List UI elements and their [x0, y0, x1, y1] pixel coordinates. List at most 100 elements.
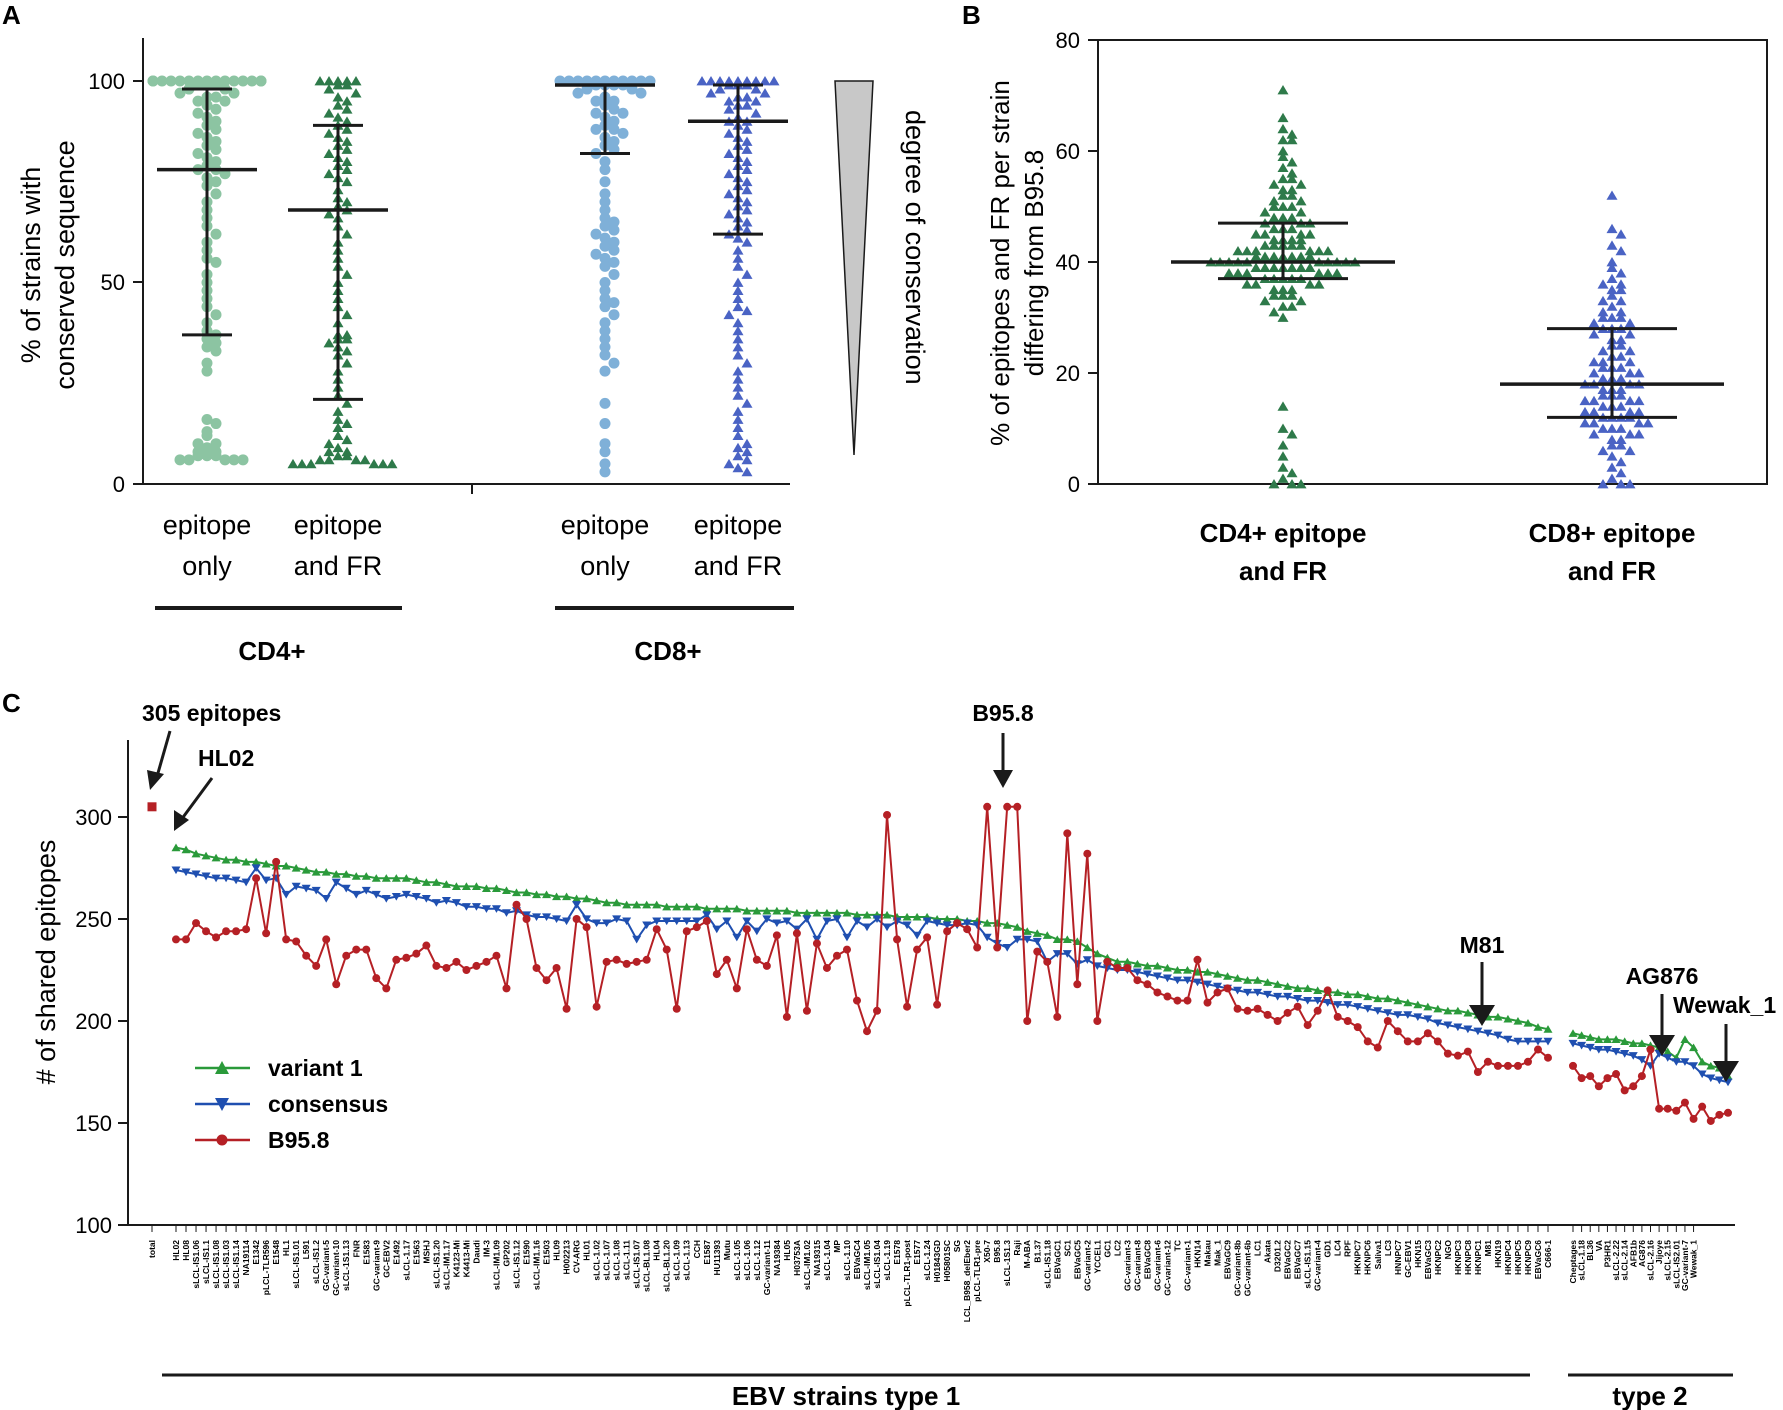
panel-c-b95-8-point — [923, 933, 932, 942]
panel-c-strain-label: sLCL-IS1.1 — [201, 1240, 211, 1284]
panel-b-data-point — [1241, 279, 1253, 289]
panel-c-variant-1-point — [211, 853, 221, 862]
panel-c-b95-8-point — [182, 935, 191, 944]
panel-c-variant-1-point — [181, 845, 191, 854]
panel-b-data-point — [1615, 229, 1627, 239]
panel-b-data-point — [1268, 179, 1280, 189]
panel-c-consensus-point — [211, 874, 221, 883]
panel-c-consensus-point — [902, 921, 912, 930]
panel-c-strain-label: sLCL-IS1.06 — [191, 1240, 201, 1289]
panel-b-data-point — [1633, 395, 1645, 406]
panel-a-data-point — [210, 115, 222, 127]
panel-c-consensus-point — [982, 933, 992, 942]
panel-c-strain-label: AG876 — [1637, 1240, 1647, 1267]
panel-c-strain-label: E1492 — [391, 1240, 401, 1265]
panel-c-strain-label: HKNPC8 — [1463, 1240, 1473, 1275]
panel-c-consensus-point — [371, 890, 381, 899]
panel-a-data-point — [741, 196, 753, 207]
panel-a-data-point — [305, 458, 317, 469]
panel-c-variant-1-point — [632, 900, 642, 909]
panel-c-consensus-point — [351, 890, 361, 899]
panel-b-data-point — [1241, 268, 1253, 278]
panel-a-data-point — [201, 414, 213, 426]
panel-a-data-point — [192, 438, 204, 450]
panel-c-variant-1-point — [1423, 1002, 1433, 1011]
panel-a-data-point — [741, 136, 753, 146]
panel-c-b95-8-point — [222, 927, 231, 936]
panel-c-strain-label: FNR — [351, 1240, 361, 1257]
panel-c-strain-label: GC1 — [1102, 1240, 1112, 1258]
panel-b-data-point — [1588, 406, 1600, 417]
panel-c-b95-8-point — [512, 900, 521, 909]
panel-c-b95-8-point — [472, 961, 481, 970]
panel-c-variant-1-point — [1353, 990, 1363, 999]
panel-c-consensus-point — [532, 913, 542, 922]
panel-c-strain-label: HL1 — [281, 1240, 291, 1256]
panel-c-consensus-point — [1585, 1043, 1595, 1052]
panel-c-consensus-point — [662, 917, 672, 926]
panel-c-variant-1-point — [562, 892, 572, 901]
cd8-group-label: CD8+ — [634, 636, 701, 666]
panel-a-data-point — [590, 107, 602, 119]
panel-c-variant-1-point — [311, 868, 321, 876]
panel-c-b95-8-point — [1577, 1074, 1586, 1083]
panel-c-variant-1-point — [782, 906, 792, 915]
panel-a-data-point — [341, 450, 353, 461]
panel-c-b95-8-point — [682, 927, 691, 936]
panel-b-data-point — [1615, 456, 1627, 467]
panel-c-strain-label: sLCL-1.10 — [842, 1240, 852, 1281]
panel-c-strain-label: Daudi — [471, 1240, 481, 1264]
panel-c-strain-label: GP202 — [501, 1240, 511, 1267]
panel-b-data-point — [1232, 245, 1244, 256]
panel-a-data-point — [732, 301, 744, 312]
panel-b-data-point — [1295, 262, 1307, 272]
panel-c-variant-1-point — [1503, 1014, 1513, 1023]
panel-c-b95-8-point — [1323, 986, 1332, 995]
panel-c-b95-8-point — [632, 957, 641, 966]
panel-c-variant-1-point — [542, 890, 552, 899]
panel-c-consensus-point — [1513, 1037, 1523, 1046]
panel-c-variant-1-point — [1182, 965, 1192, 974]
panel-c-b95-8-point — [963, 925, 972, 934]
panel-b-data-point — [1606, 240, 1618, 250]
panel-a-data-point — [732, 325, 744, 336]
panel-a-data-point — [599, 418, 611, 430]
panel-c-b95-8-point — [402, 953, 411, 962]
panel-c-b95-8-point — [482, 957, 491, 966]
panel-a-data-point — [590, 248, 602, 260]
panel-a-data-point — [228, 454, 240, 466]
panel-c-b95-8-point — [1715, 1110, 1724, 1119]
panel-c-b95-8-point — [1303, 1021, 1312, 1030]
panel-c-strain-label: B1.37 — [1032, 1240, 1042, 1263]
panel-a-data-point — [759, 76, 771, 86]
panel-c-b95-8-point — [412, 949, 421, 958]
panel-a-data-point — [219, 75, 231, 87]
panel-c-strain-label: EBVaGC3 — [1423, 1240, 1433, 1279]
panel-c-variant-1-point — [1333, 988, 1343, 997]
panel-b-data-point — [1588, 429, 1600, 439]
panel-b-data-point — [1633, 429, 1645, 439]
panel-c-consensus-point — [1620, 1050, 1630, 1058]
panel-c-consensus-point — [1032, 937, 1042, 946]
panel-c-consensus-point — [1594, 1045, 1604, 1054]
panel-c-variant-1-point — [1132, 959, 1142, 968]
panel-c-b95-8-point — [973, 943, 982, 952]
panel-b-data-point — [1597, 390, 1609, 400]
panel-c-variant-1-point — [602, 898, 612, 907]
panel-a-data-point — [332, 422, 344, 432]
panel-c-strain-label: pLCL-TLR1-pre — [972, 1240, 982, 1302]
panel-c-strain-label: sLCL-2.22 — [1611, 1240, 1621, 1281]
panel-b-data-point — [1277, 212, 1289, 222]
panel-b-data-point — [1597, 279, 1609, 289]
panel-c-strain-label: P3HR1 — [1602, 1240, 1612, 1268]
panel-b-cat-label: CD4+ epitope — [1200, 518, 1367, 548]
panel-c-consensus-point — [1628, 1052, 1638, 1060]
panel-c-consensus-point — [772, 919, 782, 928]
panel-a-data-point — [341, 124, 353, 134]
panel-a-data-point — [341, 104, 353, 114]
panel-c-strain-label: GC-variant-6 — [1152, 1240, 1162, 1291]
panel-c-b95-8-point — [1383, 1017, 1392, 1025]
panel-c-variant-1-point — [912, 912, 922, 921]
panel-c-ytick-label: 150 — [75, 1111, 112, 1136]
